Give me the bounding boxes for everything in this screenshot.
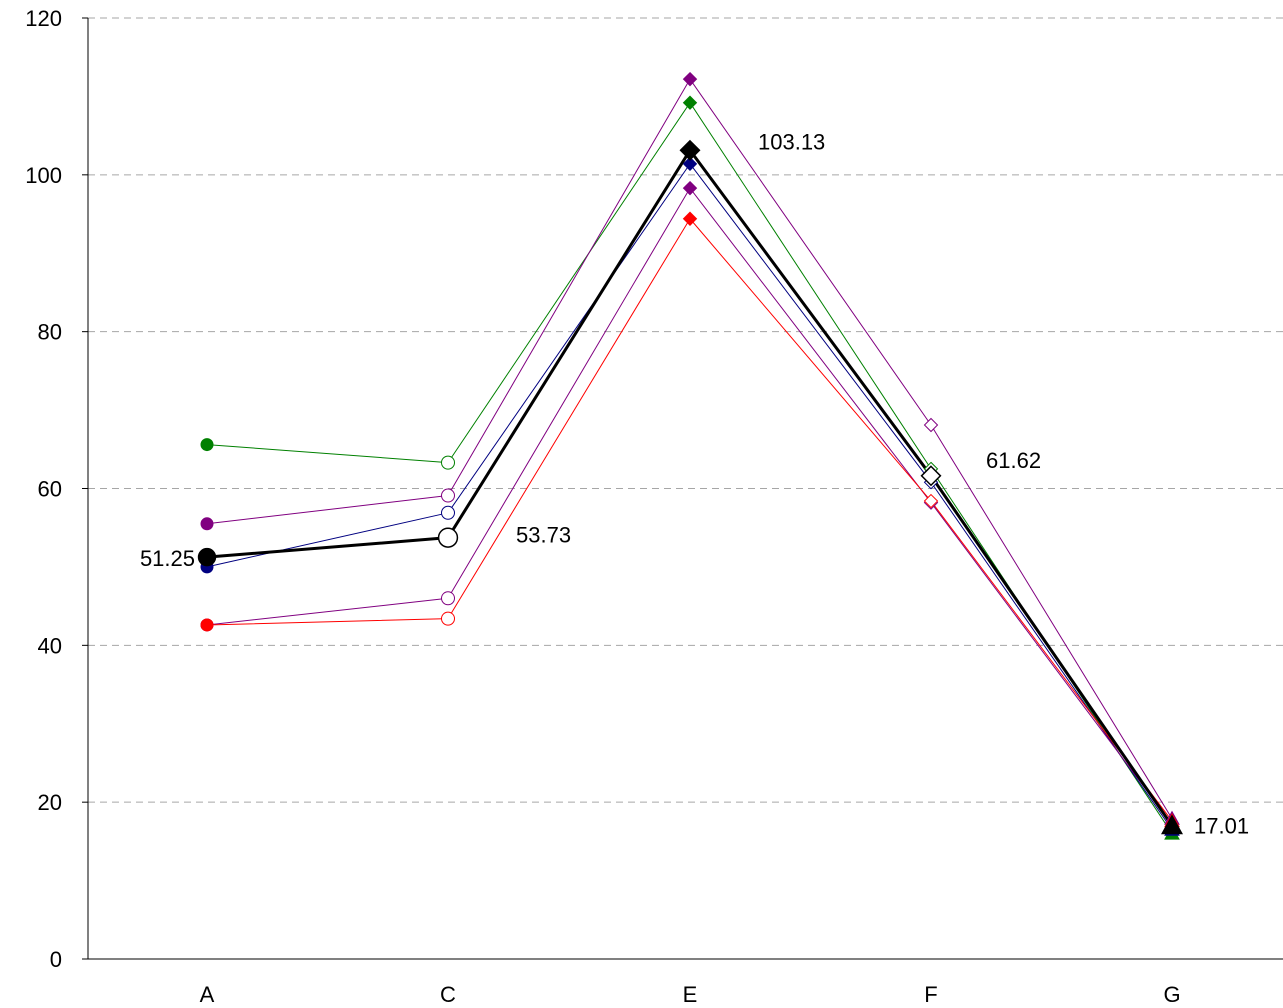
data-point — [200, 618, 214, 632]
y-tick-label: 60 — [38, 477, 62, 502]
y-tick-label: 120 — [25, 6, 62, 31]
data-label: 17.01 — [1194, 814, 1249, 839]
data-point — [682, 71, 698, 87]
grid-lines — [88, 17, 1283, 803]
series-line-5 — [206, 218, 1173, 822]
data-point — [682, 95, 698, 110]
x-tick-label: G — [1163, 982, 1180, 1007]
data-label: 103.13 — [758, 129, 825, 154]
y-tick-label: 40 — [38, 633, 62, 658]
data-point — [923, 493, 939, 509]
data-point — [441, 505, 455, 520]
x-tick-label: C — [440, 982, 456, 1007]
y-tick-label: 80 — [38, 320, 62, 345]
data-point — [441, 611, 455, 626]
data-point — [200, 517, 214, 531]
data-point — [441, 591, 455, 606]
series-line-6 — [206, 148, 1174, 827]
data-point — [437, 527, 459, 548]
data-point — [679, 139, 701, 161]
y-tick-labels: 0 20 40 60 80 100 120 — [25, 6, 88, 972]
data-point — [920, 465, 942, 487]
series-line-4 — [206, 187, 1173, 825]
data-point — [441, 488, 455, 503]
data-point — [1161, 814, 1183, 835]
data-label: 51.25 — [140, 546, 195, 571]
data-point — [682, 211, 698, 226]
y-tick-label: 100 — [25, 163, 62, 188]
x-tick-label: A — [200, 982, 215, 1007]
data-label: 53.73 — [516, 523, 571, 548]
series-line-3 — [206, 163, 1173, 830]
data-point — [682, 156, 698, 172]
data-point — [682, 180, 698, 196]
data-point — [197, 547, 217, 567]
y-tick-label: 20 — [38, 790, 62, 815]
data-point — [200, 438, 214, 452]
y-tick-label: 0 — [50, 947, 62, 972]
data-label: 61.62 — [986, 448, 1041, 473]
data-point — [441, 455, 455, 470]
series-markers — [197, 71, 1183, 840]
x-tick-label: F — [924, 982, 937, 1007]
data-point — [923, 417, 939, 433]
data-labels: 51.25 53.73 103.13 61.62 17.01 — [140, 129, 1249, 838]
x-tick-label: E — [683, 982, 698, 1007]
